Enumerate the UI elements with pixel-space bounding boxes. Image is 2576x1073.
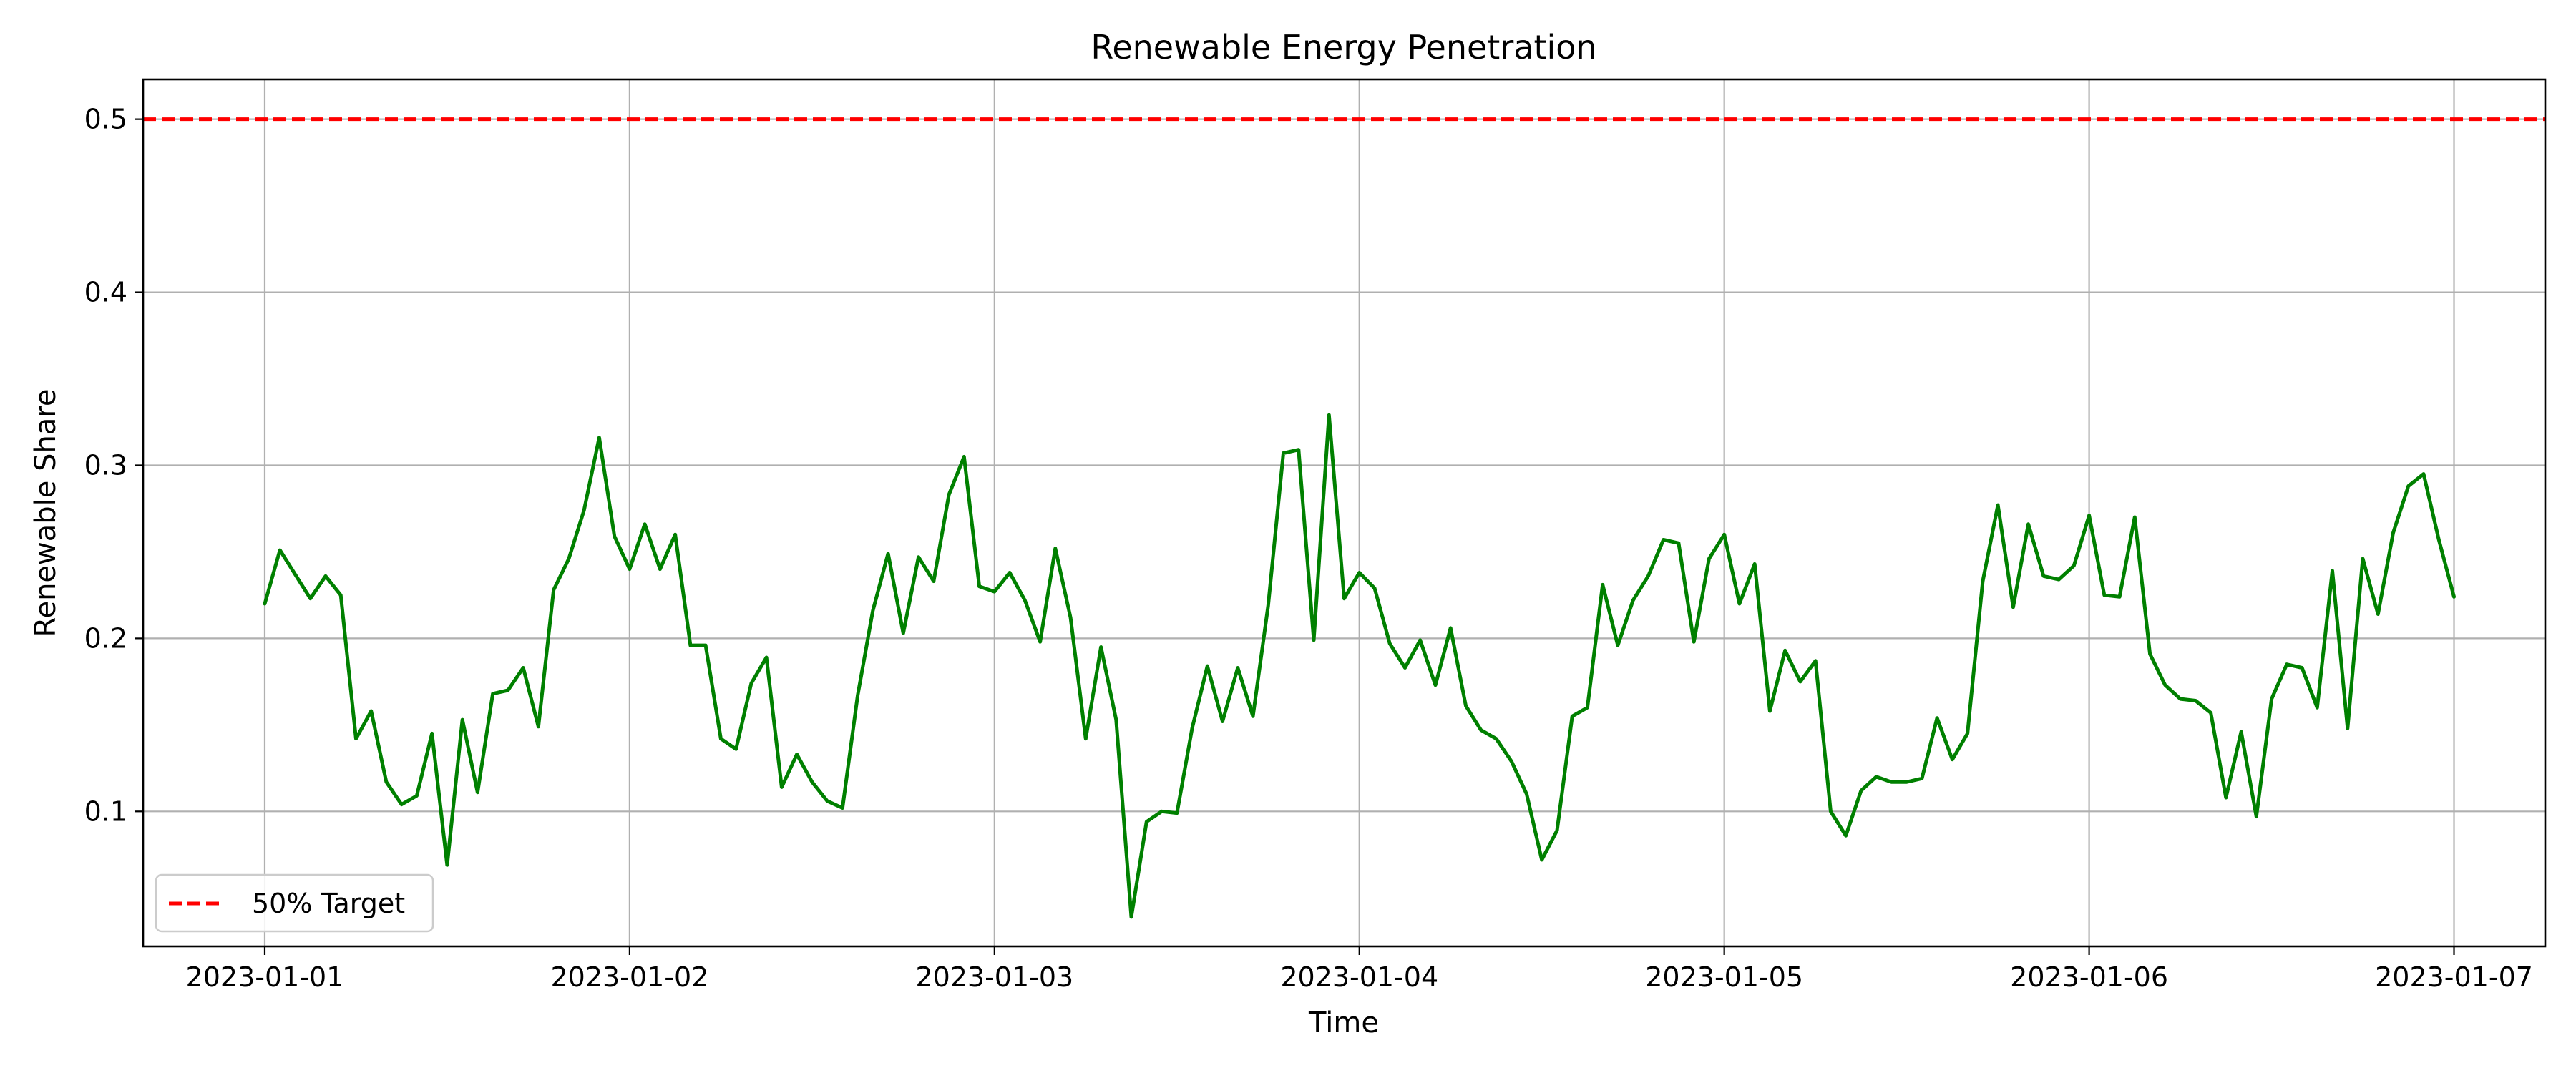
x-tick-label: 2023-01-06: [2010, 961, 2168, 993]
series-group: [263, 413, 2456, 919]
y-tick-label: 0.3: [84, 449, 127, 481]
y-tick-label: 0.5: [84, 104, 127, 135]
legend: 50% Target: [155, 873, 434, 933]
x-axis-title: Time: [1308, 1006, 1379, 1039]
series-line-0: [263, 413, 2456, 919]
plot-frame: [142, 78, 2547, 948]
x-tick-label: 2023-01-01: [186, 961, 344, 993]
legend-box: [155, 873, 434, 933]
x-tick-label: 2023-01-05: [1645, 961, 1803, 993]
chart-title: Renewable Energy Penetration: [1091, 28, 1596, 67]
y-axis-title: Renewable Share: [29, 388, 62, 637]
x-tick-label: 2023-01-04: [1280, 961, 1438, 993]
y-tick-label: 0.1: [84, 795, 127, 827]
legend-label-target: 50% Target: [252, 888, 405, 919]
x-tick-label: 2023-01-03: [915, 961, 1073, 993]
y-tick-label: 0.4: [84, 277, 127, 308]
x-tick-label: 2023-01-02: [550, 961, 708, 993]
y-tick-label: 0.2: [84, 622, 127, 654]
x-tick-label: 2023-01-07: [2375, 961, 2533, 993]
axis-ticks: 2023-01-01 2023-01-02 2023-01-03 2023-01-04…: [84, 104, 2533, 993]
